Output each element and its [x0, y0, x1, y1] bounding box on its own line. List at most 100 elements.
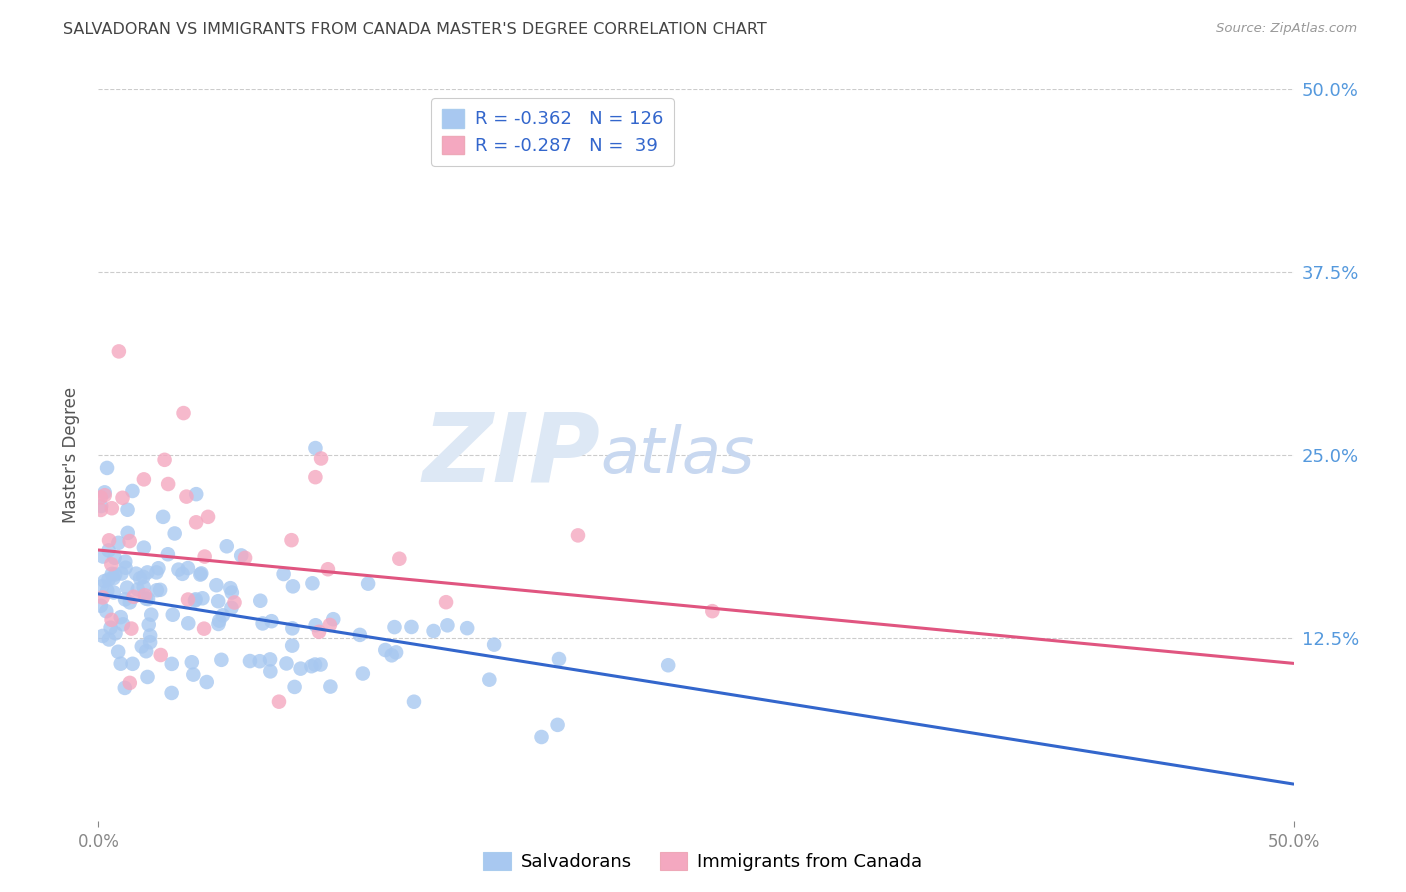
Point [205, 578, 228, 592]
Point [146, 583, 169, 598]
Point [208, 614, 231, 628]
Point [118, 595, 141, 609]
Point [97, 632, 120, 647]
Point [319, 618, 342, 632]
Point [482, 638, 505, 652]
Point [132, 472, 155, 486]
Point [401, 620, 423, 634]
Point [93, 574, 115, 589]
Point [160, 686, 183, 700]
Point [357, 576, 380, 591]
Point [188, 567, 211, 582]
Point [319, 680, 342, 694]
Point [139, 629, 162, 643]
Point [103, 571, 125, 585]
Point [301, 659, 323, 673]
Point [156, 547, 179, 561]
Point [209, 653, 232, 667]
Legend: R = -0.362   N = 126, R = -0.287   N =  39: R = -0.362 N = 126, R = -0.287 N = 39 [432, 98, 673, 166]
Point [177, 616, 200, 631]
Point [100, 621, 122, 635]
Point [530, 730, 553, 744]
Point [90, 503, 112, 517]
Point [104, 567, 127, 582]
Point [100, 558, 122, 572]
Point [107, 645, 129, 659]
Point [97, 543, 120, 558]
Point [657, 658, 679, 673]
Point [233, 550, 256, 565]
Point [215, 539, 238, 553]
Point [259, 665, 281, 679]
Point [186, 487, 208, 501]
Point [434, 595, 457, 609]
Point [125, 566, 148, 581]
Point [114, 592, 136, 607]
Point [97, 573, 120, 587]
Point [93, 488, 115, 502]
Point [190, 566, 212, 581]
Point [221, 600, 243, 615]
Point [93, 485, 115, 500]
Point [152, 509, 174, 524]
Point [374, 643, 396, 657]
Point [149, 582, 172, 597]
Point [90, 579, 112, 593]
Point [239, 654, 262, 668]
Point [120, 622, 142, 636]
Point [163, 526, 186, 541]
Point [548, 652, 571, 666]
Point [121, 657, 143, 671]
Point [135, 644, 157, 658]
Point [110, 657, 132, 671]
Point [177, 592, 200, 607]
Point [456, 621, 478, 635]
Point [273, 567, 295, 582]
Point [132, 541, 155, 555]
Point [309, 451, 332, 466]
Point [249, 593, 271, 607]
Point [117, 525, 139, 540]
Point [96, 604, 118, 618]
Point [103, 585, 125, 599]
Point [110, 610, 132, 624]
Point [194, 549, 217, 564]
Point [129, 571, 152, 585]
Point [148, 561, 170, 575]
Point [193, 622, 215, 636]
Point [567, 528, 589, 542]
Point [100, 613, 122, 627]
Point [167, 563, 190, 577]
Point [177, 561, 200, 575]
Point [96, 461, 118, 475]
Point [478, 673, 501, 687]
Point [304, 441, 326, 455]
Point [276, 657, 298, 671]
Point [153, 452, 176, 467]
Point [290, 662, 312, 676]
Point [114, 555, 136, 569]
Point [385, 645, 408, 659]
Point [145, 566, 167, 580]
Point [381, 648, 404, 663]
Point [281, 639, 304, 653]
Text: ZIP: ZIP [422, 409, 600, 501]
Point [101, 501, 124, 516]
Point [111, 491, 134, 505]
Point [259, 652, 281, 666]
Point [402, 695, 425, 709]
Point [138, 617, 160, 632]
Point [308, 624, 330, 639]
Point [309, 657, 332, 672]
Point [104, 550, 127, 565]
Point [118, 534, 141, 549]
Point [110, 566, 132, 581]
Point [101, 566, 124, 581]
Point [157, 477, 180, 491]
Point [118, 676, 141, 690]
Point [184, 593, 207, 607]
Point [221, 585, 243, 599]
Point [384, 620, 406, 634]
Point [107, 536, 129, 550]
Point [191, 591, 214, 606]
